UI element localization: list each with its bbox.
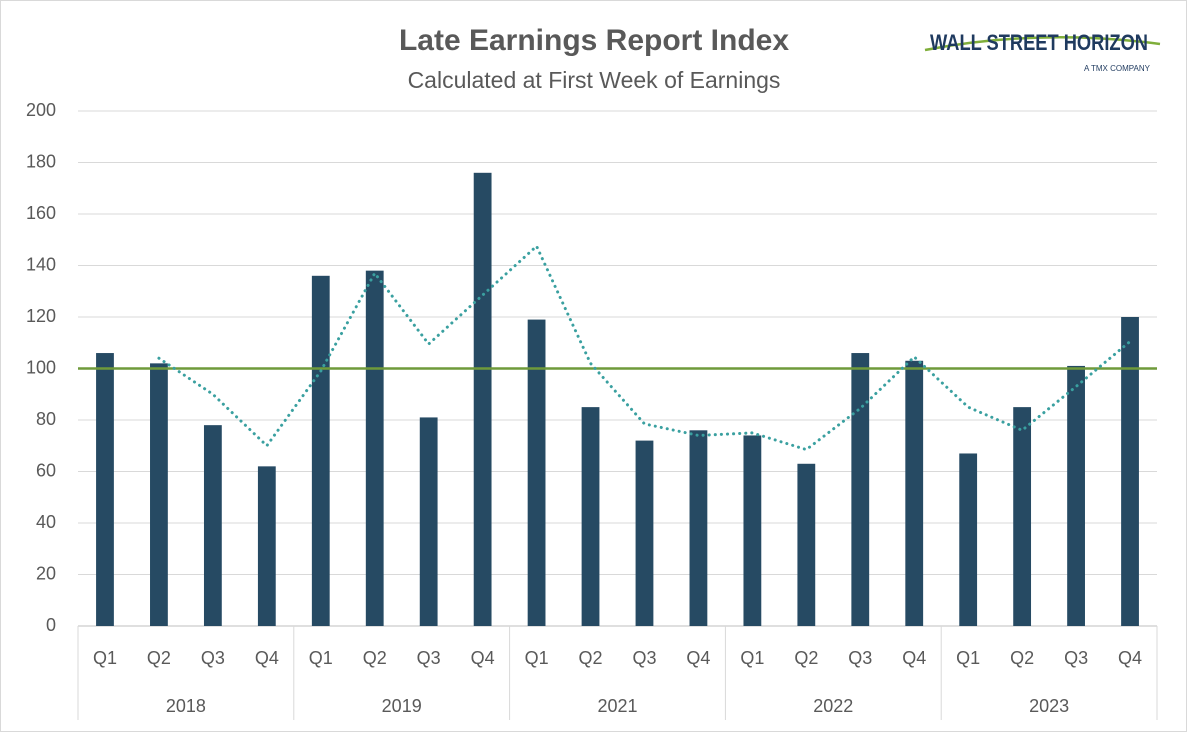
y-tick-label: 60 — [36, 460, 56, 480]
x-tick-label: Q2 — [1010, 648, 1034, 668]
logo-name: WALL STREET HORIZON — [930, 30, 1148, 55]
x-tick-label: Q1 — [525, 648, 549, 668]
bar — [311, 275, 330, 626]
x-tick-label: Q3 — [848, 648, 872, 668]
x-tick-label: Q3 — [1064, 648, 1088, 668]
bar — [743, 435, 762, 626]
logo-swoosh — [924, 36, 1161, 52]
bar — [96, 353, 114, 626]
bar — [851, 353, 870, 626]
bar — [257, 466, 276, 626]
x-tick-label: Q2 — [579, 648, 603, 668]
group-label: 2023 — [1029, 696, 1069, 716]
x-tick-label: Q3 — [201, 648, 225, 668]
bar — [1121, 317, 1139, 626]
y-tick-label: 20 — [36, 563, 56, 583]
x-tick-label: Q3 — [632, 648, 656, 668]
bar — [581, 407, 600, 626]
y-tick-label: 140 — [26, 254, 56, 274]
bar — [689, 430, 708, 626]
group-label: 2019 — [382, 696, 422, 716]
logo-tagline: A TMX COMPANY — [1084, 64, 1151, 73]
x-tick-label: Q4 — [471, 648, 495, 668]
x-tick-label: Q1 — [956, 648, 980, 668]
bar — [365, 270, 384, 626]
logo: WALL STREET HORIZON A TMX COMPANY — [924, 30, 1161, 73]
bar — [1013, 407, 1032, 626]
x-tick-label: Q1 — [93, 648, 117, 668]
chart-title: Late Earnings Report Index — [399, 24, 789, 57]
x-tick-label: Q2 — [363, 648, 387, 668]
bar — [635, 440, 654, 626]
bar — [527, 319, 546, 626]
y-tick-label: 40 — [36, 512, 56, 532]
y-tick-label: 0 — [46, 615, 56, 635]
x-tick-label: Q2 — [147, 648, 171, 668]
x-tick-label: Q4 — [255, 648, 279, 668]
y-tick-label: 160 — [26, 203, 56, 223]
y-tick-label: 80 — [36, 409, 56, 429]
bar — [473, 172, 492, 627]
x-tick-label: Q3 — [417, 648, 441, 668]
x-tick-label: Q4 — [1118, 648, 1142, 668]
group-label: 2021 — [597, 696, 637, 716]
x-tick-label: Q1 — [309, 648, 333, 668]
y-tick-label: 180 — [26, 151, 56, 171]
bar — [959, 453, 978, 626]
bar — [150, 363, 168, 626]
group-label: 2018 — [166, 696, 206, 716]
bar — [1067, 365, 1085, 626]
group-label: 2022 — [813, 696, 853, 716]
x-tick-label: Q4 — [902, 648, 926, 668]
bar — [419, 417, 438, 626]
bar — [797, 463, 816, 626]
x-tick-label: Q4 — [686, 648, 710, 668]
y-tick-label: 100 — [26, 357, 56, 377]
y-tick-label: 120 — [26, 306, 56, 326]
x-tick-label: Q1 — [740, 648, 764, 668]
bar — [203, 425, 222, 626]
bar — [905, 360, 924, 626]
chart-subtitle: Calculated at First Week of Earnings — [408, 67, 781, 93]
trend-line — [157, 243, 1132, 452]
y-tick-label: 200 — [26, 100, 56, 120]
x-tick-label: Q2 — [794, 648, 818, 668]
